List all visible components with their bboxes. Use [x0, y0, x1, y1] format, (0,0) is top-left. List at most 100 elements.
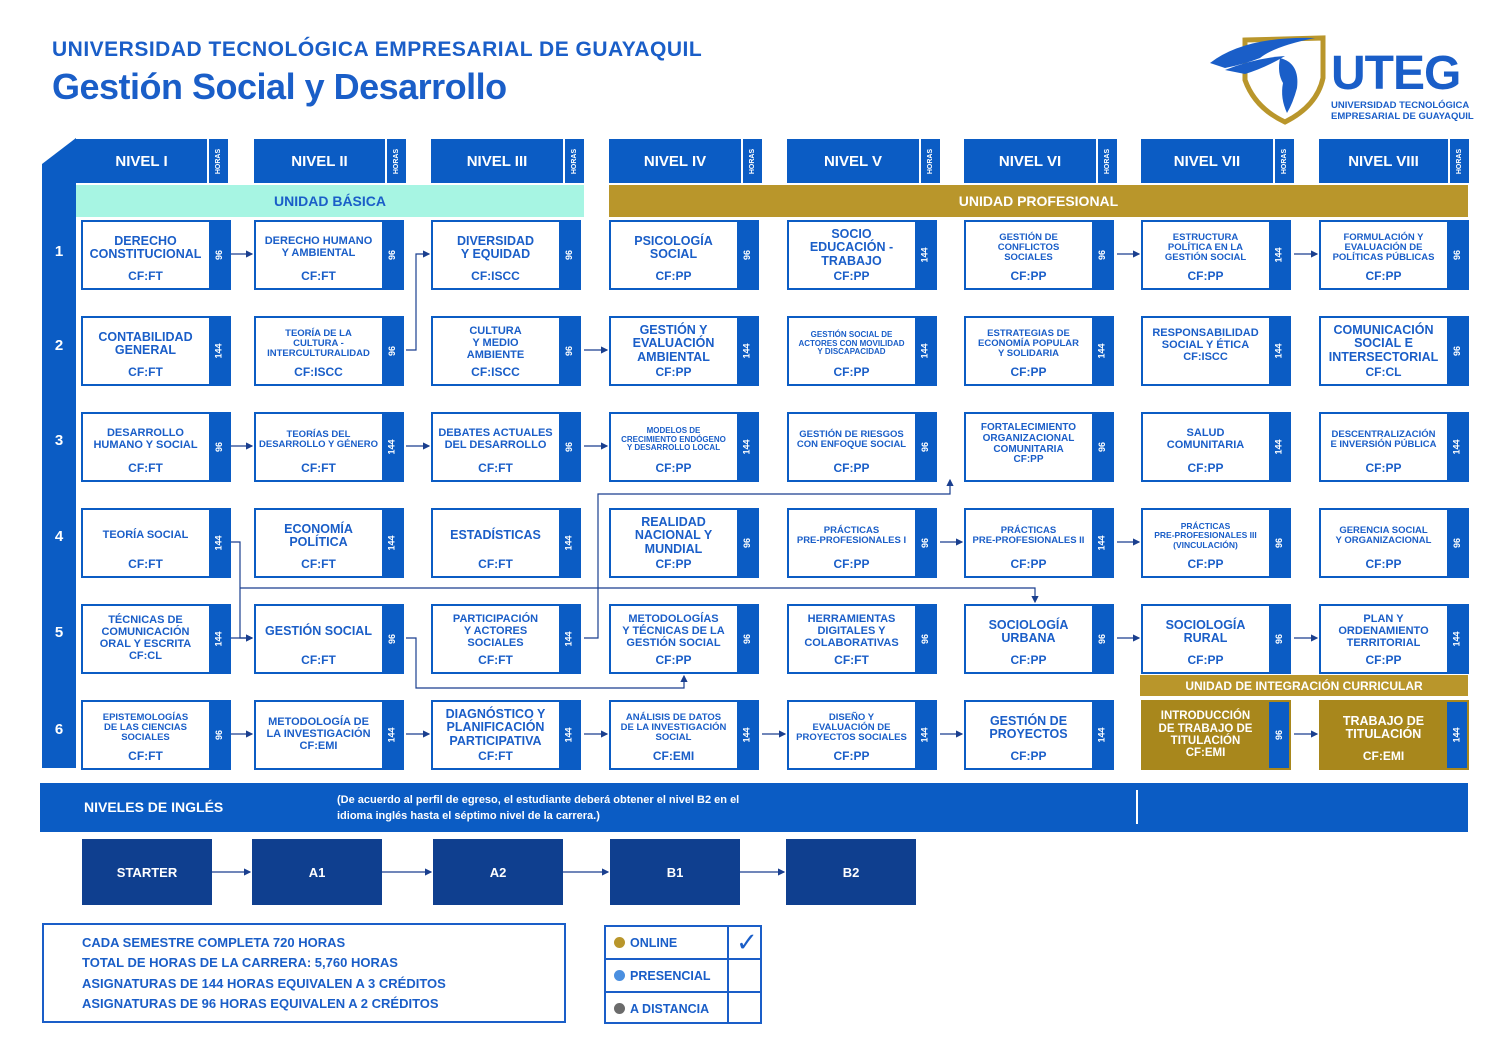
online-dot-icon: [614, 937, 625, 948]
course-l7-r1[interactable]: ESTRUCTURA POLÍTICA EN LA GESTIÓN SOCIAL…: [1141, 220, 1291, 290]
course-l1-r2[interactable]: CONTABILIDAD GENERAL CF:FT 144: [81, 316, 231, 386]
course-l3-r2[interactable]: CULTURA Y MEDIO AMBIENTE CF:ISCC 96: [431, 316, 581, 386]
course-l1-r5[interactable]: TÉCNICAS DE COMUNICACIÓN ORAL Y ESCRITA …: [81, 604, 231, 674]
course-hours: 96: [382, 606, 402, 672]
course-code: CF:PP: [833, 557, 870, 571]
course-l2-r6[interactable]: METODOLOGÍA DE LA INVESTIGACIÓN CF:EMI 14…: [254, 700, 404, 770]
level-header-4: NIVEL IV HORAS: [609, 139, 762, 183]
course-l2-r5[interactable]: GESTIÓN SOCIAL CF:FT 96: [254, 604, 404, 674]
course-name: DIAGNÓSTICO Y PLANIFICACIÓN PARTICIPATIV…: [445, 706, 546, 748]
course-l3-r4[interactable]: ESTADÍSTICAS CF:FT 144: [431, 508, 581, 578]
level-name: NIVEL III: [466, 152, 528, 170]
course-name: TEORÍA SOCIAL: [102, 529, 189, 542]
level-header-3: NIVEL III HORAS: [431, 139, 584, 183]
course-l4-r1[interactable]: PSICOLOGÍA SOCIAL CF:PP 96: [609, 220, 759, 290]
course-l6-r3[interactable]: FORTALECIMIENTO ORGANIZACIONAL COMUNITAR…: [964, 412, 1114, 482]
course-l7-r5[interactable]: SOCIOLOGÍA RURAL CF:PP 96: [1141, 604, 1291, 674]
modality-online[interactable]: ONLINE: [604, 926, 762, 959]
course-hours: 96: [1092, 606, 1112, 672]
hours-info-box: [42, 923, 566, 1023]
course-l7-r2[interactable]: RESPONSABILIDAD SOCIAL Y ÉTICA CF:ISCC 14…: [1141, 316, 1291, 386]
course-name: GESTIÓN SOCIAL DE ACTORES CON MOVILIDAD …: [798, 330, 905, 357]
course-l8-r4[interactable]: GERENCIA SOCIAL Y ORGANIZACIONAL CF:PP 96: [1319, 508, 1469, 578]
course-code: CF:FT: [128, 557, 163, 571]
course-hours: 144: [737, 702, 757, 768]
course-name: HERRAMIENTAS DIGITALES Y COLABORATIVAS: [804, 613, 899, 649]
course-l5-r5[interactable]: HERRAMIENTAS DIGITALES Y COLABORATIVAS CF…: [787, 604, 937, 674]
course-hours: 96: [1447, 222, 1467, 288]
course-l7-r6[interactable]: INTRODUCCIÓN DE TRABAJO DE TITULACIÓN CF…: [1141, 700, 1291, 770]
course-code: CF:PP: [833, 269, 870, 283]
course-l1-r1[interactable]: DERECHO CONSTITUCIONAL CF:FT 96: [81, 220, 231, 290]
course-hours: 144: [1269, 414, 1289, 480]
course-code: CF:PP: [1365, 269, 1402, 283]
course-l1-r3[interactable]: DESARROLLO HUMANO Y SOCIAL CF:FT 96: [81, 412, 231, 482]
course-l2-r3[interactable]: TEORÍAS DEL DESARROLLO Y GÉNERO CF:FT 144: [254, 412, 404, 482]
course-hours: 144: [559, 606, 579, 672]
course-l7-r3[interactable]: SALUD COMUNITARIA CF:PP 144: [1141, 412, 1291, 482]
course-l8-r3[interactable]: DESCENTRALIZACIÓN E INVERSIÓN PÚBLICA CF:…: [1319, 412, 1469, 482]
english-level-starter[interactable]: STARTER: [82, 839, 212, 905]
course-l3-r6[interactable]: DIAGNÓSTICO Y PLANIFICACIÓN PARTICIPATIV…: [431, 700, 581, 770]
course-l3-r3[interactable]: DEBATES ACTUALES DEL DESARROLLO CF:FT 96: [431, 412, 581, 482]
english-level-a1[interactable]: A1: [252, 839, 382, 905]
course-l4-r4[interactable]: REALIDAD NACIONAL Y MUNDIAL CF:PP 96: [609, 508, 759, 578]
row-number-4: 4: [54, 528, 64, 545]
course-l1-r4[interactable]: TEORÍA SOCIAL CF:FT 144: [81, 508, 231, 578]
level-hours-label: HORAS: [385, 139, 406, 183]
course-l5-r4[interactable]: PRÁCTICAS PRE-PROFESIONALES I CF:PP 96: [787, 508, 937, 578]
course-name: CULTURA Y MEDIO AMBIENTE: [466, 325, 525, 361]
course-l4-r3[interactable]: MODELOS DE CRECIMIENTO ENDÓGENO Y DESARR…: [609, 412, 759, 482]
course-l1-r6[interactable]: EPISTEMOLOGÍAS DE LAS CIENCIAS SOCIALES C…: [81, 700, 231, 770]
course-l4-r5[interactable]: METODOLOGÍAS Y TÉCNICAS DE LA GESTIÓN SO…: [609, 604, 759, 674]
course-l3-r5[interactable]: PARTICIPACIÓN Y ACTORES SOCIALES CF:FT 144: [431, 604, 581, 674]
course-l4-r6[interactable]: ANÁLISIS DE DATOS DE LA INVESTIGACIÓN SO…: [609, 700, 759, 770]
level-hours-label: HORAS: [1096, 139, 1117, 183]
course-hours: 96: [915, 414, 935, 480]
course-l2-r4[interactable]: ECONOMÍA POLÍTICA CF:FT 144: [254, 508, 404, 578]
course-name: FORMULACIÓN Y EVALUACIÓN DE POLÍTICAS PÚ…: [1332, 231, 1435, 264]
course-l8-r5[interactable]: PLAN Y ORDENAMIENTO TERRITORIAL CF:PP 144: [1319, 604, 1469, 674]
course-l2-r2[interactable]: TEORÍA DE LA CULTURA - INTERCULTURALIDAD…: [254, 316, 404, 386]
uteg-logo: [1210, 35, 1326, 125]
course-hours: 96: [382, 222, 402, 288]
course-hours: 96: [559, 414, 579, 480]
course-l6-r4[interactable]: PRÁCTICAS PRE-PROFESIONALES II CF:PP 144: [964, 508, 1114, 578]
course-code: CF:PP: [1187, 269, 1224, 283]
course-l5-r6[interactable]: DISEÑO Y EVALUACIÓN DE PROYECTOS SOCIALE…: [787, 700, 937, 770]
level-name: NIVEL II: [291, 152, 348, 170]
course-code: CF:PP: [1365, 557, 1402, 571]
course-name: PARTICIPACIÓN Y ACTORES SOCIALES: [452, 613, 539, 649]
course-l4-r2[interactable]: GESTIÓN Y EVALUACIÓN AMBIENTAL CF:PP 144: [609, 316, 759, 386]
arrow-teoria-gestion: [231, 541, 254, 642]
course-l7-r4[interactable]: PRÁCTICAS PRE-PROFESIONALES III (VINCULA…: [1141, 508, 1291, 578]
course-l8-r6[interactable]: TRABAJO DE TITULACIÓN CF:EMI 144: [1319, 700, 1469, 770]
course-hours: 144: [209, 606, 229, 672]
english-level-b1[interactable]: B1: [610, 839, 740, 905]
course-l8-r2[interactable]: COMUNICACIÓN SOCIAL E INTERSECTORIAL CF:C…: [1319, 316, 1469, 386]
course-name: PRÁCTICAS PRE-PROFESIONALES III (VINCULA…: [1154, 521, 1257, 550]
modality-distancia[interactable]: A DISTANCIA: [604, 992, 762, 1025]
level-hours-label: HORAS: [207, 139, 228, 183]
english-level-b2[interactable]: B2: [786, 839, 916, 905]
course-name: GESTIÓN SOCIAL: [265, 624, 372, 639]
course-l3-r1[interactable]: DIVERSIDAD Y EQUIDAD CF:ISCC 96: [431, 220, 581, 290]
course-l5-r3[interactable]: GESTIÓN DE RIESGOS CON ENFOQUE SOCIAL CF:…: [787, 412, 937, 482]
course-name: ESTRUCTURA POLÍTICA EN LA GESTIÓN SOCIAL: [1164, 231, 1247, 264]
course-l5-r2[interactable]: GESTIÓN SOCIAL DE ACTORES CON MOVILIDAD …: [787, 316, 937, 386]
english-level-a2[interactable]: A2: [433, 839, 563, 905]
course-l2-r1[interactable]: DERECHO HUMANO Y AMBIENTAL CF:FT 96: [254, 220, 404, 290]
level-name: NIVEL I: [115, 152, 168, 170]
course-l5-r1[interactable]: SOCIO EDUCACIÓN - TRABAJO CF:PP 144: [787, 220, 937, 290]
course-hours: 96: [1447, 510, 1467, 576]
modality-label: A DISTANCIA: [630, 1002, 710, 1016]
course-hours: 144: [1447, 414, 1467, 480]
course-l6-r2[interactable]: ESTRATEGIAS DE ECONOMÍA POPULAR Y SOLIDA…: [964, 316, 1114, 386]
level-header-6: NIVEL VI HORAS: [964, 139, 1117, 183]
course-l8-r1[interactable]: FORMULACIÓN Y EVALUACIÓN DE POLÍTICAS PÚ…: [1319, 220, 1469, 290]
course-l6-r6[interactable]: GESTIÓN DE PROYECTOS CF:PP 144: [964, 700, 1114, 770]
modality-presencial[interactable]: PRESENCIAL: [604, 959, 762, 992]
course-l6-r5[interactable]: SOCIOLOGÍA URBANA CF:PP 96: [964, 604, 1114, 674]
course-l6-r1[interactable]: GESTIÓN DE CONFLICTOS SOCIALES CF:PP 96: [964, 220, 1114, 290]
course-hours: 96: [1092, 222, 1112, 288]
